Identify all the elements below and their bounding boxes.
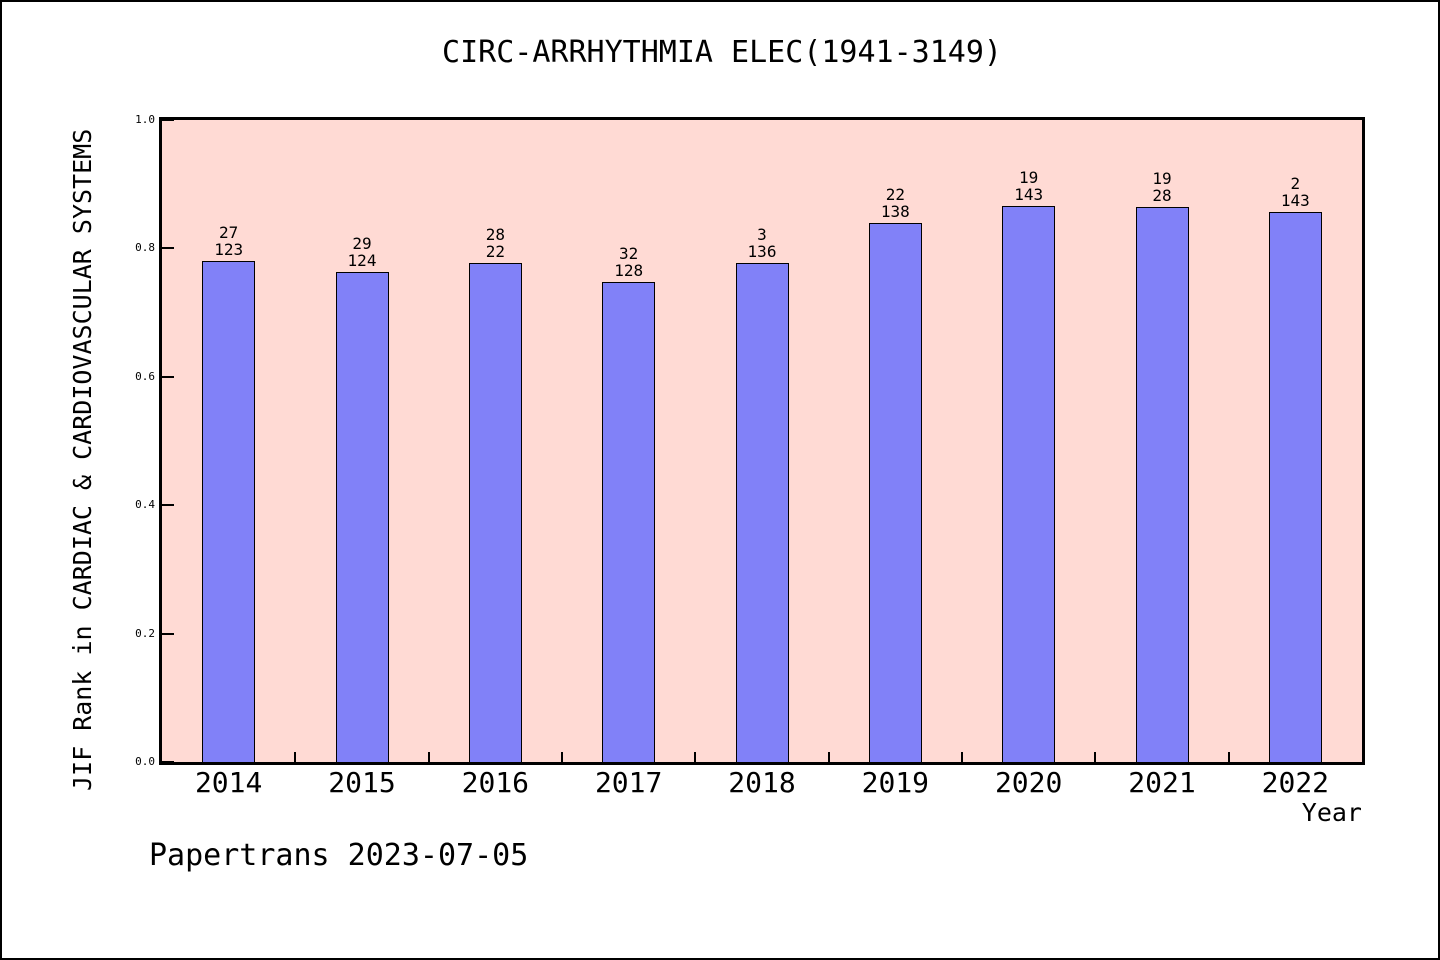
y-tick-label: 1.0	[135, 113, 155, 126]
bar-value-label: 3 136	[707, 226, 817, 260]
bar-value-label: 22 138	[840, 186, 950, 220]
bar-total-value: 143	[1280, 191, 1310, 210]
x-minor-tick	[427, 752, 430, 762]
x-tick-label: 2020	[994, 766, 1063, 799]
bar-total-value: 136	[747, 242, 777, 261]
x-minor-tick	[827, 752, 830, 762]
x-minor-tick	[561, 752, 563, 762]
bar	[335, 272, 389, 762]
bar	[1268, 212, 1322, 762]
bar-total-value: 143	[1014, 185, 1044, 204]
x-minor-tick	[1094, 752, 1097, 762]
x-axis-title: Year	[1301, 798, 1362, 827]
bar-total-value: 123	[214, 240, 244, 259]
chart-title: CIRC-ARRHYTHMIA ELEC(1941-3149)	[442, 35, 1002, 70]
bar-total-value: 28	[1152, 186, 1172, 205]
x-tick-label: 2021	[1128, 766, 1196, 799]
y-tick-label: 0.6	[135, 369, 155, 383]
bar-total-value: 138	[880, 202, 910, 221]
x-minor-tick	[961, 752, 963, 762]
x-tick-label: 2017	[594, 766, 663, 799]
bar-rank-value: 29	[352, 234, 372, 253]
bar-value-label: 2 143	[1240, 175, 1350, 209]
bar-rank-value: 19	[1019, 168, 1039, 187]
bar-rank-value: 3	[757, 225, 767, 244]
bar-rank-value: 2	[1290, 174, 1301, 193]
bar-total-value: 128	[614, 261, 644, 280]
y-axis-label: JIF Rank in CARDIAC & CARDIOVASCULAR SYS…	[68, 128, 97, 792]
y-tick	[162, 504, 174, 507]
y-tick-label: 0.0	[135, 755, 155, 768]
bar-rank-value: 28	[485, 225, 505, 244]
y-tick	[162, 119, 174, 121]
bar-total-value: 22	[485, 242, 505, 261]
bar	[1002, 206, 1056, 762]
x-tick-label: 2022	[1261, 766, 1330, 799]
bar	[1135, 207, 1189, 762]
bar-value-label: 32 128	[574, 245, 684, 279]
bar	[868, 223, 922, 762]
watermark-text: Papertrans 2023-07-05	[149, 838, 529, 873]
x-tick-label: 2015	[328, 766, 396, 799]
y-tick	[162, 247, 174, 250]
bar-rank-value: 22	[885, 185, 905, 204]
bar	[468, 263, 522, 762]
y-tick-label: 0.2	[135, 626, 155, 640]
x-minor-tick	[294, 752, 297, 762]
bar-rank-value: 19	[1152, 169, 1172, 188]
x-minor-tick	[694, 752, 697, 762]
y-tick	[162, 761, 174, 763]
bar-value-label: 29 124	[307, 235, 417, 269]
bar-value-label: 28 22	[440, 226, 550, 260]
x-minor-tick	[1227, 752, 1230, 762]
bar	[735, 263, 789, 762]
bar	[202, 261, 256, 762]
bar-value-label: 27 123	[174, 224, 284, 258]
bar	[602, 282, 656, 762]
bar-total-value: 124	[347, 251, 377, 270]
bar-rank-value: 27	[219, 223, 239, 242]
x-tick-label: 2019	[861, 766, 930, 799]
y-tick-label: 0.8	[135, 241, 155, 255]
x-tick-label: 2014	[194, 766, 263, 799]
bar-value-label: 19 143	[974, 169, 1084, 203]
plot-area: 27 123 29 124 28 22 32 128 3 136 22 138 19 143 19 28 2 14…	[159, 117, 1365, 765]
bar-value-label: 19 28	[1107, 170, 1217, 204]
y-tick-label: 0.4	[135, 498, 155, 512]
y-tick	[162, 632, 174, 635]
x-tick-label: 2018	[728, 766, 796, 799]
y-tick	[162, 375, 174, 378]
x-tick-label: 2016	[461, 766, 530, 799]
bar-rank-value: 32	[619, 244, 639, 263]
